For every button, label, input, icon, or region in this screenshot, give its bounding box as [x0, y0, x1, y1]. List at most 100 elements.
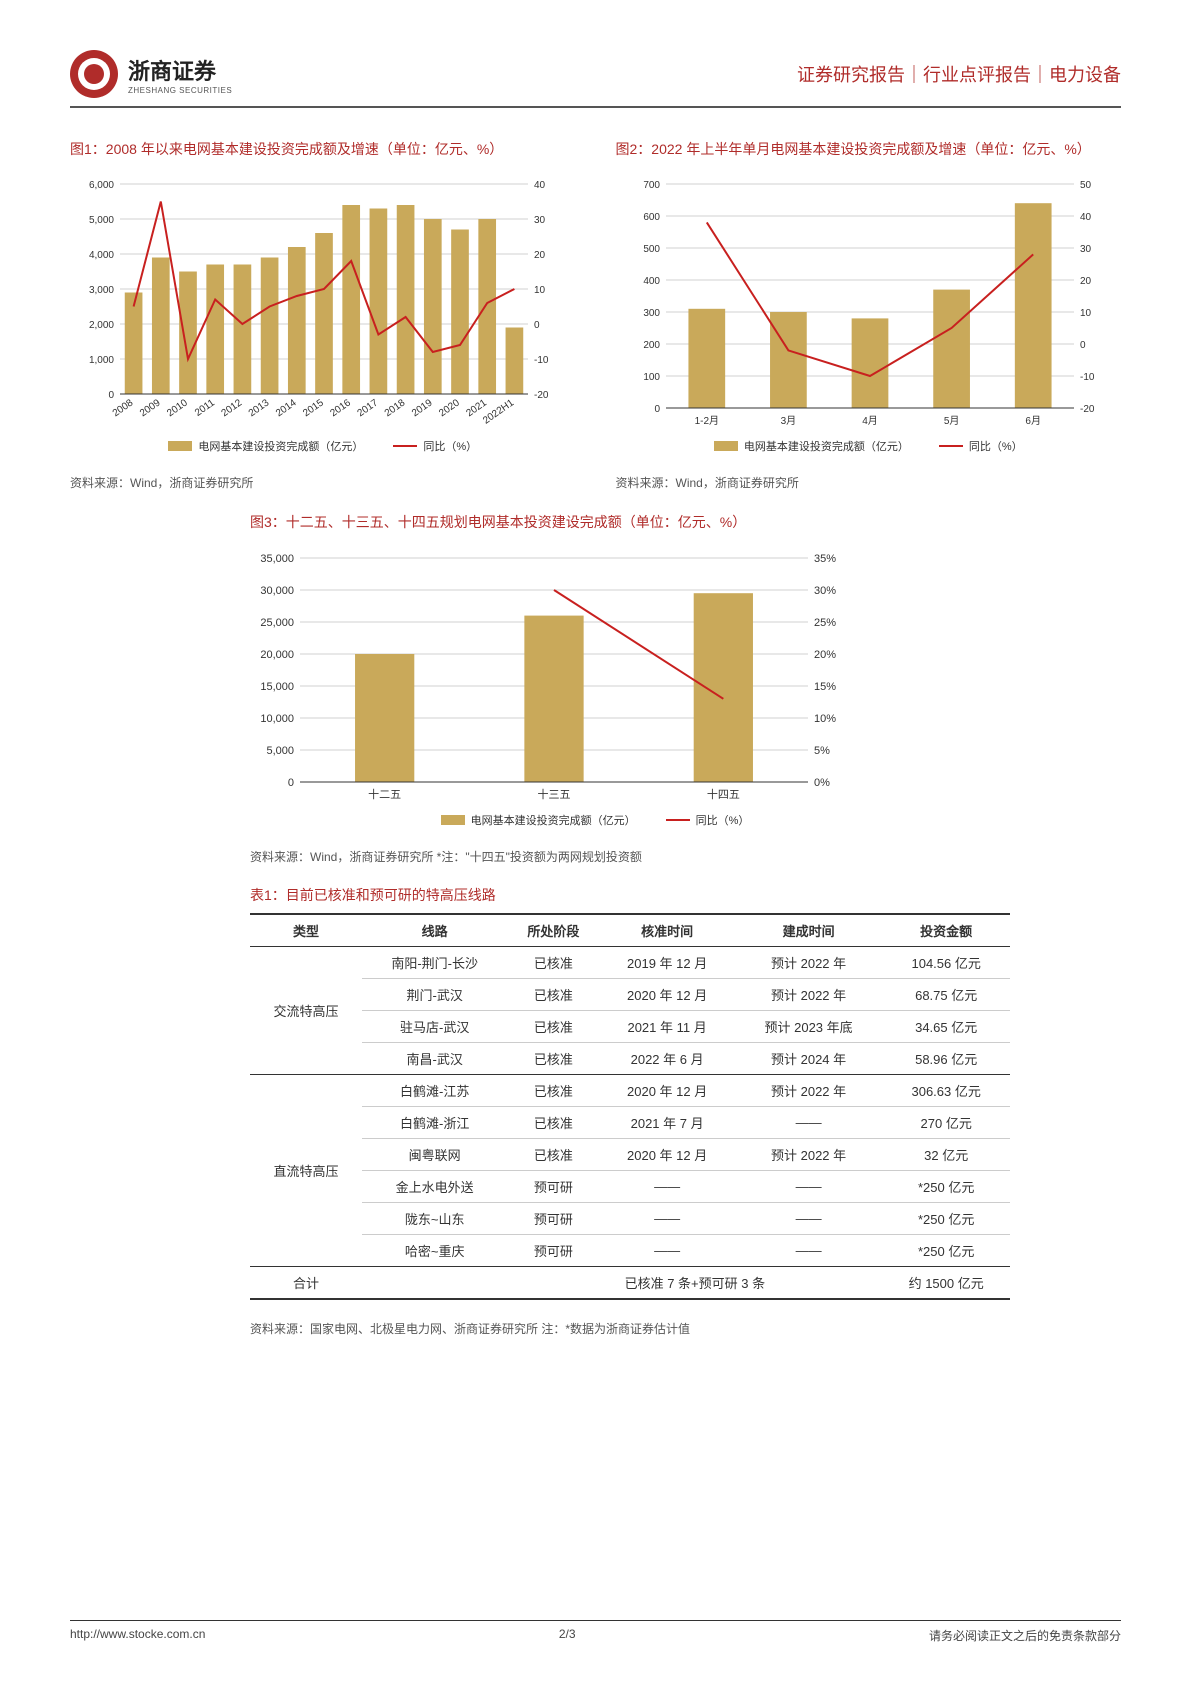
- breadcrumb: 证券研究报告｜行业点评报告｜电力设备: [797, 61, 1121, 87]
- svg-text:15,000: 15,000: [260, 681, 294, 693]
- table-row: 荆门-武汉已核准2020 年 12 月预计 2022 年68.75 亿元: [250, 978, 1010, 1010]
- chart3-title: 图3：十二五、十三五、十四五规划电网基本投资建设完成额（单位：亿元、%）: [250, 511, 940, 533]
- svg-text:6月: 6月: [1025, 415, 1041, 427]
- table-cell: ——: [735, 1202, 883, 1234]
- svg-text:30%: 30%: [814, 585, 836, 597]
- table1-title: 表1：目前已核准和预可研的特高压线路: [250, 885, 1010, 905]
- table-cell: ——: [735, 1106, 883, 1138]
- svg-text:40: 40: [534, 180, 546, 191]
- svg-text:20: 20: [534, 250, 546, 261]
- svg-text:700: 700: [643, 180, 660, 191]
- svg-text:1,000: 1,000: [89, 355, 114, 366]
- svg-text:100: 100: [643, 372, 660, 383]
- table-row: 交流特高压南阳-荆门-长沙已核准2019 年 12 月预计 2022 年104.…: [250, 946, 1010, 978]
- table-cell: ——: [735, 1234, 883, 1266]
- svg-text:-10: -10: [534, 355, 549, 366]
- footer-page: 2/3: [559, 1627, 576, 1644]
- svg-text:35,000: 35,000: [260, 553, 294, 565]
- svg-text:4月: 4月: [862, 415, 878, 427]
- table-cell: 58.96 亿元: [882, 1042, 1010, 1074]
- svg-text:2013: 2013: [247, 398, 272, 420]
- svg-text:4,000: 4,000: [89, 250, 114, 261]
- table-cell: 2019 年 12 月: [599, 946, 734, 978]
- table-cell: 预计 2023 年底: [735, 1010, 883, 1042]
- charts-row-top: 图1：2008 年以来电网基本建设投资完成额及增速（单位：亿元、%） 01,00…: [70, 138, 1121, 491]
- table-cell: 306.63 亿元: [882, 1074, 1010, 1106]
- table-cell: 南昌-武汉: [362, 1042, 507, 1074]
- svg-text:2012: 2012: [220, 398, 245, 420]
- svg-text:600: 600: [643, 212, 660, 223]
- svg-text:40: 40: [1080, 212, 1092, 223]
- table1-wrap: 表1：目前已核准和预可研的特高压线路 类型线路所处阶段核准时间建成时间投资金额 …: [250, 885, 1010, 1337]
- svg-text:10,000: 10,000: [260, 713, 294, 725]
- chart2-legend-bar: 电网基本建设投资完成额（亿元）: [744, 438, 909, 454]
- svg-text:1-2月: 1-2月: [694, 415, 718, 427]
- svg-text:2018: 2018: [383, 398, 408, 420]
- table1: 类型线路所处阶段核准时间建成时间投资金额 交流特高压南阳-荆门-长沙已核准201…: [250, 913, 1010, 1300]
- table-cell: 已核准: [507, 978, 599, 1010]
- svg-text:0: 0: [534, 320, 540, 331]
- svg-text:2020: 2020: [437, 398, 462, 420]
- svg-text:25,000: 25,000: [260, 617, 294, 629]
- table-cell: 已核准: [507, 946, 599, 978]
- table-cell: 约 1500 亿元: [882, 1266, 1010, 1299]
- svg-text:3,000: 3,000: [89, 285, 114, 296]
- svg-text:2011: 2011: [193, 398, 217, 420]
- svg-text:0%: 0%: [814, 777, 830, 789]
- table-cell: [362, 1266, 507, 1299]
- table-header-cell: 投资金额: [882, 914, 1010, 947]
- table-header-cell: 所处阶段: [507, 914, 599, 947]
- table-cell: 驻马店-武汉: [362, 1010, 507, 1042]
- table-header-cell: 线路: [362, 914, 507, 947]
- chart3-legend: 电网基本建设投资完成额（亿元） 同比（%）: [250, 812, 940, 828]
- svg-text:5,000: 5,000: [89, 215, 114, 226]
- table-cell: 预计 2022 年: [735, 1138, 883, 1170]
- svg-text:20: 20: [1080, 276, 1092, 287]
- table-cell: 预计 2022 年: [735, 1074, 883, 1106]
- chart1-legend-line: 同比（%）: [423, 438, 477, 454]
- table-cell: 2021 年 11 月: [599, 1010, 734, 1042]
- chart2-col: 图2：2022 年上半年单月电网基本建设投资完成额及增速（单位：亿元、%） 01…: [616, 138, 1122, 491]
- table-header-cell: 核准时间: [599, 914, 734, 947]
- chart1-legend: 电网基本建设投资完成额（亿元） 同比（%）: [70, 438, 576, 454]
- chart3-legend-line: 同比（%）: [696, 812, 750, 828]
- table-cell: 2021 年 7 月: [599, 1106, 734, 1138]
- table-cell: 2020 年 12 月: [599, 978, 734, 1010]
- table-cell: 2022 年 6 月: [599, 1042, 734, 1074]
- chart3-wrap: 图3：十二五、十三五、十四五规划电网基本投资建设完成额（单位：亿元、%） 05,…: [250, 511, 940, 864]
- table-row: 驻马店-武汉已核准2021 年 11 月预计 2023 年底34.65 亿元: [250, 1010, 1010, 1042]
- svg-text:200: 200: [643, 340, 660, 351]
- table-cell: ——: [599, 1170, 734, 1202]
- svg-text:十二五: 十二五: [368, 787, 401, 801]
- chart2-title: 图2：2022 年上半年单月电网基本建设投资完成额及增速（单位：亿元、%）: [616, 138, 1122, 160]
- svg-text:3月: 3月: [780, 415, 796, 427]
- svg-text:15%: 15%: [814, 681, 836, 693]
- table-row: 金上水电外送预可研————*250 亿元: [250, 1170, 1010, 1202]
- svg-text:5%: 5%: [814, 745, 830, 757]
- logo-cn-text: 浙商证券: [128, 54, 232, 86]
- table-total-row: 合计已核准 7 条+预可研 3 条约 1500 亿元: [250, 1266, 1010, 1299]
- svg-text:30: 30: [1080, 244, 1092, 255]
- svg-text:2009: 2009: [138, 398, 163, 420]
- svg-text:2022H1: 2022H1: [481, 398, 516, 427]
- table-cell: 已核准: [507, 1138, 599, 1170]
- chart1-legend-bar: 电网基本建设投资完成额（亿元）: [198, 438, 363, 454]
- table-cell: 预计 2022 年: [735, 946, 883, 978]
- table-cell: 预可研: [507, 1202, 599, 1234]
- svg-text:2017: 2017: [356, 398, 381, 420]
- table-cell: ——: [599, 1202, 734, 1234]
- chart3-source: 资料来源：Wind，浙商证券研究所 *注："十四五"投资额为两网规划投资额: [250, 848, 940, 865]
- svg-text:10: 10: [1080, 308, 1092, 319]
- table-row: 南昌-武汉已核准2022 年 6 月预计 2024 年58.96 亿元: [250, 1042, 1010, 1074]
- svg-text:50: 50: [1080, 180, 1092, 191]
- table-header-cell: 建成时间: [735, 914, 883, 947]
- svg-text:-10: -10: [1080, 372, 1095, 383]
- table-cell: 104.56 亿元: [882, 946, 1010, 978]
- svg-text:0: 0: [288, 777, 294, 789]
- report-header: 浙商证券 ZHESHANG SECURITIES 证券研究报告｜行业点评报告｜电…: [70, 50, 1121, 108]
- table-cell: ——: [599, 1234, 734, 1266]
- table-cell: 34.65 亿元: [882, 1010, 1010, 1042]
- svg-text:20%: 20%: [814, 649, 836, 661]
- table-cell: 已核准: [507, 1074, 599, 1106]
- table-cell: 哈密~重庆: [362, 1234, 507, 1266]
